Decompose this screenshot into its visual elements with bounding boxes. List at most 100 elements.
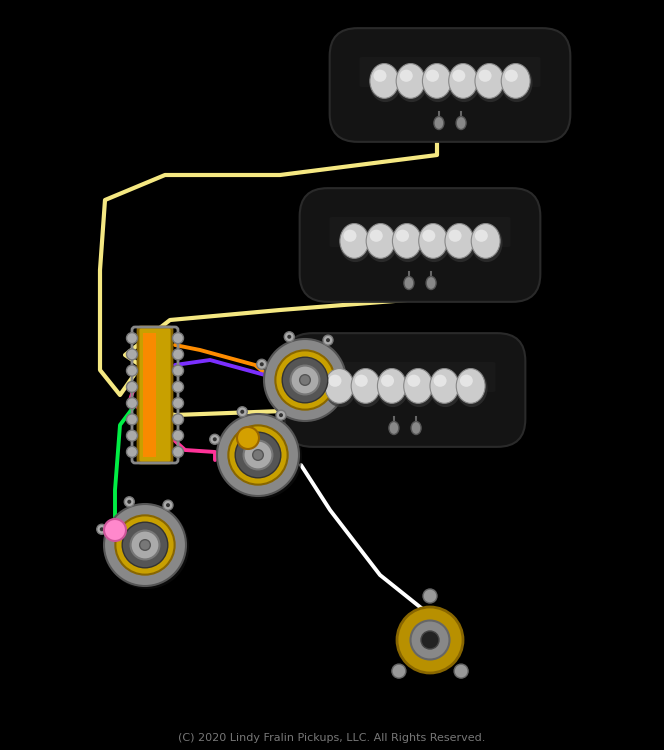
Circle shape bbox=[105, 505, 189, 589]
Ellipse shape bbox=[370, 64, 399, 98]
Ellipse shape bbox=[343, 230, 357, 242]
Ellipse shape bbox=[475, 64, 504, 98]
Circle shape bbox=[212, 437, 216, 441]
FancyBboxPatch shape bbox=[315, 362, 495, 392]
Circle shape bbox=[173, 349, 183, 360]
Circle shape bbox=[237, 406, 247, 417]
Circle shape bbox=[173, 365, 183, 376]
Circle shape bbox=[217, 414, 299, 496]
Ellipse shape bbox=[370, 230, 382, 242]
Ellipse shape bbox=[448, 64, 480, 102]
Ellipse shape bbox=[325, 369, 356, 407]
Ellipse shape bbox=[501, 64, 530, 98]
Circle shape bbox=[410, 620, 450, 659]
Ellipse shape bbox=[422, 230, 436, 242]
Ellipse shape bbox=[403, 369, 435, 407]
Circle shape bbox=[397, 607, 463, 673]
Circle shape bbox=[260, 362, 264, 366]
Circle shape bbox=[265, 340, 349, 424]
Ellipse shape bbox=[456, 368, 485, 404]
Circle shape bbox=[131, 530, 159, 560]
Circle shape bbox=[282, 357, 328, 403]
Ellipse shape bbox=[396, 64, 428, 102]
Ellipse shape bbox=[377, 368, 406, 404]
Circle shape bbox=[276, 350, 335, 410]
Ellipse shape bbox=[355, 375, 368, 387]
Ellipse shape bbox=[430, 369, 461, 407]
Ellipse shape bbox=[340, 224, 369, 258]
Ellipse shape bbox=[381, 375, 394, 387]
Ellipse shape bbox=[351, 369, 382, 407]
Circle shape bbox=[276, 410, 286, 420]
Circle shape bbox=[299, 375, 310, 386]
Circle shape bbox=[173, 333, 183, 344]
FancyBboxPatch shape bbox=[359, 57, 540, 87]
Circle shape bbox=[104, 504, 186, 586]
Text: (C) 2020 Lindy Fralin Pickups, LLC. All Rights Reserved.: (C) 2020 Lindy Fralin Pickups, LLC. All … bbox=[179, 733, 485, 743]
Circle shape bbox=[139, 540, 150, 550]
Ellipse shape bbox=[396, 64, 425, 98]
Circle shape bbox=[421, 631, 439, 649]
Circle shape bbox=[218, 415, 302, 499]
Circle shape bbox=[284, 332, 294, 342]
Circle shape bbox=[127, 500, 131, 504]
Ellipse shape bbox=[377, 369, 409, 407]
Ellipse shape bbox=[374, 70, 386, 82]
Ellipse shape bbox=[456, 369, 487, 407]
Ellipse shape bbox=[456, 116, 466, 130]
Ellipse shape bbox=[404, 368, 432, 404]
Ellipse shape bbox=[475, 230, 488, 242]
Circle shape bbox=[173, 430, 183, 441]
Ellipse shape bbox=[426, 70, 439, 82]
Ellipse shape bbox=[434, 116, 444, 130]
Ellipse shape bbox=[445, 224, 474, 258]
FancyBboxPatch shape bbox=[329, 28, 570, 142]
Circle shape bbox=[104, 519, 126, 541]
Ellipse shape bbox=[369, 64, 401, 102]
Circle shape bbox=[228, 425, 288, 484]
Circle shape bbox=[127, 349, 137, 360]
Circle shape bbox=[257, 359, 267, 369]
Circle shape bbox=[253, 450, 264, 460]
Circle shape bbox=[127, 365, 137, 376]
Circle shape bbox=[326, 338, 330, 342]
Ellipse shape bbox=[471, 224, 500, 258]
Circle shape bbox=[423, 589, 437, 603]
Circle shape bbox=[166, 503, 170, 507]
Circle shape bbox=[323, 335, 333, 345]
Ellipse shape bbox=[444, 224, 476, 262]
Circle shape bbox=[124, 496, 134, 507]
Ellipse shape bbox=[392, 224, 421, 258]
Circle shape bbox=[240, 410, 244, 414]
Ellipse shape bbox=[418, 224, 450, 262]
Circle shape bbox=[173, 381, 183, 392]
Ellipse shape bbox=[407, 375, 420, 387]
Circle shape bbox=[116, 515, 175, 574]
Circle shape bbox=[244, 440, 272, 470]
Ellipse shape bbox=[434, 375, 447, 387]
Circle shape bbox=[264, 339, 346, 421]
Ellipse shape bbox=[366, 224, 395, 258]
Circle shape bbox=[100, 527, 104, 531]
Ellipse shape bbox=[389, 422, 399, 434]
Ellipse shape bbox=[339, 224, 371, 262]
Circle shape bbox=[127, 381, 137, 392]
Ellipse shape bbox=[422, 64, 454, 102]
Ellipse shape bbox=[392, 224, 424, 262]
Bar bbox=[143, 333, 155, 457]
Ellipse shape bbox=[426, 277, 436, 290]
Circle shape bbox=[291, 365, 319, 394]
Circle shape bbox=[237, 427, 259, 449]
Circle shape bbox=[392, 664, 406, 678]
Ellipse shape bbox=[351, 368, 380, 404]
FancyBboxPatch shape bbox=[329, 217, 511, 247]
Circle shape bbox=[163, 500, 173, 510]
Ellipse shape bbox=[505, 70, 518, 82]
Circle shape bbox=[173, 414, 183, 424]
Circle shape bbox=[127, 414, 137, 424]
Ellipse shape bbox=[366, 224, 398, 262]
Circle shape bbox=[288, 334, 291, 339]
Ellipse shape bbox=[325, 368, 354, 404]
Ellipse shape bbox=[419, 224, 448, 258]
Ellipse shape bbox=[501, 64, 533, 102]
